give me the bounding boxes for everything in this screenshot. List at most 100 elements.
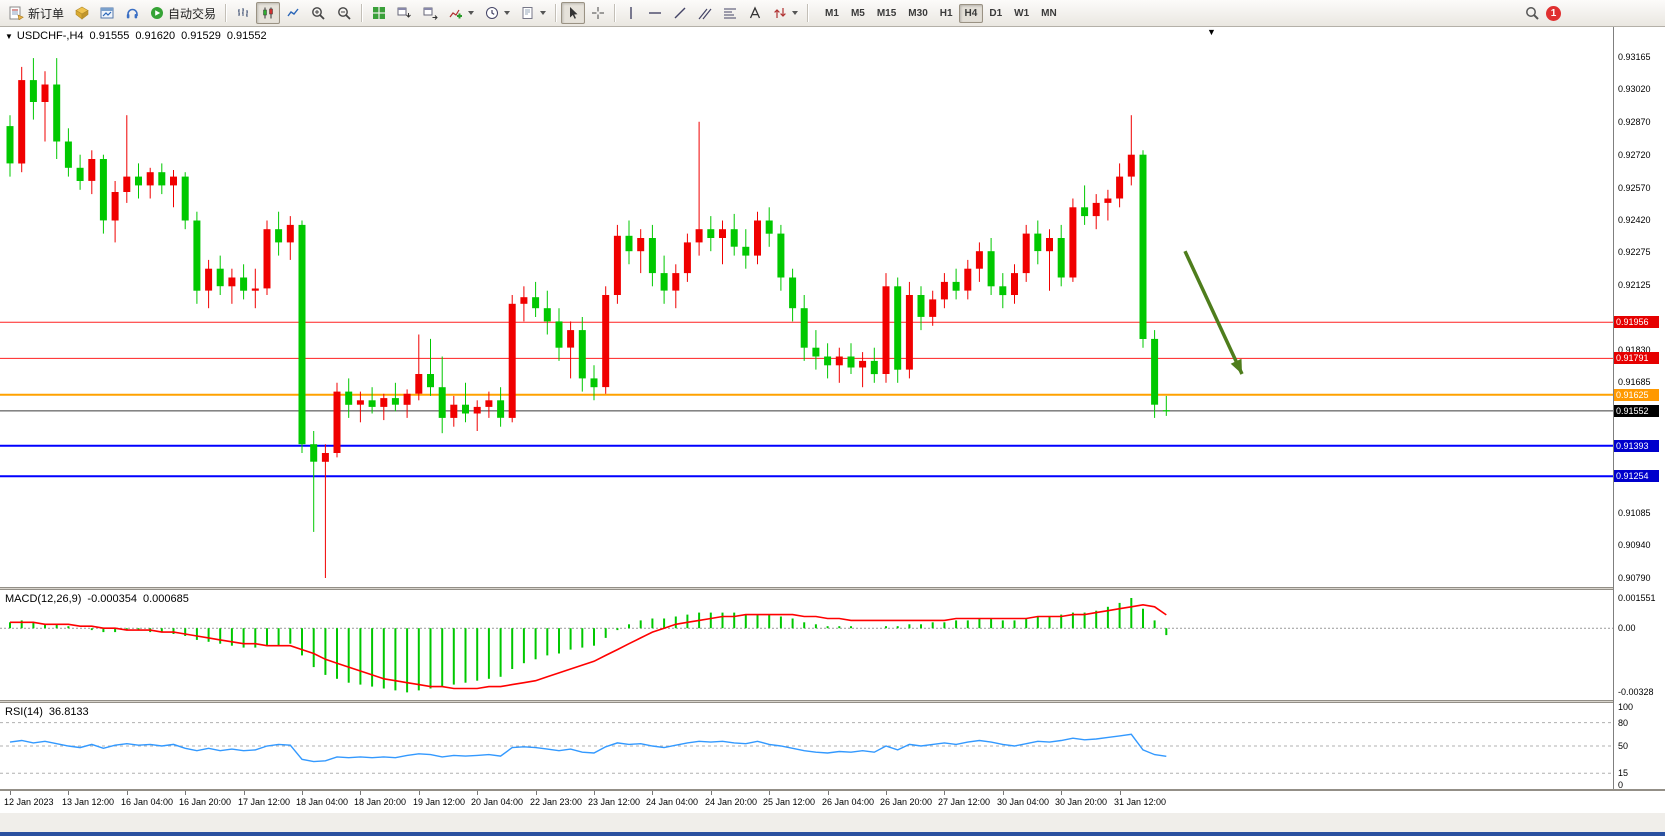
time-axis-label: 22 Jan 23:00 bbox=[530, 797, 583, 807]
time-axis-tick bbox=[10, 791, 11, 795]
auto-trading-button[interactable]: 自动交易 bbox=[145, 2, 221, 24]
timeframe-button-m15[interactable]: M15 bbox=[871, 4, 902, 23]
fibonacci-icon bbox=[724, 8, 737, 19]
trendline-tool-button[interactable] bbox=[668, 2, 692, 24]
macd-name: MACD(12,26,9) bbox=[5, 593, 82, 605]
time-axis[interactable]: 12 Jan 2023 13 Jan 12:00 16 Jan 04:00 16 Ja… bbox=[0, 791, 1665, 813]
candlestick-plot[interactable] bbox=[0, 27, 1613, 587]
arrows-icon bbox=[774, 8, 786, 18]
news-button[interactable] bbox=[120, 2, 144, 24]
main-chart-panel[interactable]: ▼ USDCHF-,H4 0.91555 0.91620 0.91529 0.9… bbox=[0, 27, 1613, 587]
time-axis-tick bbox=[244, 791, 245, 795]
macd-axis-label: 0.00 bbox=[1618, 623, 1636, 634]
channel-tool-button[interactable] bbox=[693, 2, 717, 24]
price-axis-label: 0.91830 bbox=[1618, 344, 1651, 355]
arrows-tool-button[interactable] bbox=[768, 2, 803, 24]
timeframe-button-h1[interactable]: H1 bbox=[934, 4, 959, 23]
tile-windows-button[interactable] bbox=[367, 2, 391, 24]
rsi-label: RSI(14) 36.8133 bbox=[5, 706, 89, 718]
timeframe-button-mn[interactable]: MN bbox=[1035, 4, 1063, 23]
time-axis-label: 13 Jan 12:00 bbox=[62, 797, 115, 807]
rsi-plot[interactable] bbox=[0, 703, 1613, 789]
dropdown-caret-icon bbox=[792, 11, 799, 15]
time-axis-label: 18 Jan 20:00 bbox=[354, 797, 407, 807]
price-axis-label: 0.92125 bbox=[1618, 280, 1651, 291]
rsi-value: 36.8133 bbox=[48, 706, 89, 718]
timeframe-button-h4[interactable]: H4 bbox=[958, 3, 984, 23]
channel-icon bbox=[698, 8, 712, 20]
periods-button[interactable] bbox=[480, 2, 515, 24]
symbol-timeframe-label: USDCHF-,H4 bbox=[16, 30, 84, 42]
macd-plot[interactable] bbox=[0, 590, 1613, 700]
panel-splitter[interactable] bbox=[0, 700, 1665, 703]
toolbar-separator bbox=[555, 4, 558, 22]
search-button[interactable] bbox=[1520, 2, 1545, 24]
time-axis-label: 27 Jan 12:00 bbox=[938, 797, 991, 807]
ohlc-high: 0.91620 bbox=[135, 30, 176, 42]
timeframe-button-m1[interactable]: M1 bbox=[819, 4, 845, 23]
time-axis-tick bbox=[711, 791, 712, 795]
play-circle-icon bbox=[151, 7, 164, 19]
line-chart-type-button[interactable] bbox=[281, 2, 305, 24]
price-tag: 0.91791 bbox=[1614, 352, 1659, 365]
cursor-button[interactable] bbox=[561, 2, 586, 24]
time-axis-label: 24 Jan 20:00 bbox=[705, 797, 758, 807]
horizontal-line-tool-button[interactable] bbox=[643, 2, 667, 24]
macd-signal-value: 0.000685 bbox=[142, 593, 189, 605]
chart-window-icon bbox=[100, 7, 114, 19]
arrange-horizontal-button[interactable] bbox=[418, 2, 443, 24]
price-axis-label: 0.92420 bbox=[1618, 215, 1651, 226]
zoom-out-button[interactable] bbox=[332, 2, 357, 24]
time-axis-label: 26 Jan 20:00 bbox=[880, 797, 933, 807]
time-axis-tick bbox=[127, 791, 128, 795]
timeframe-button-d1[interactable]: D1 bbox=[983, 4, 1008, 23]
time-axis-tick bbox=[536, 791, 537, 795]
notification-badge[interactable]: 1 bbox=[1546, 5, 1561, 21]
fibonacci-tool-button[interactable] bbox=[718, 2, 742, 24]
market-watch-icon bbox=[75, 6, 89, 20]
time-axis-tick bbox=[1120, 791, 1121, 795]
templates-button[interactable] bbox=[516, 2, 551, 24]
zoom-in-icon bbox=[312, 6, 325, 20]
rsi-name: RSI(14) bbox=[5, 706, 43, 718]
time-axis-label: 17 Jan 12:00 bbox=[238, 797, 291, 807]
text-icon bbox=[749, 6, 761, 19]
vertical-line-tool-button[interactable] bbox=[620, 2, 642, 24]
trendline-icon bbox=[674, 7, 686, 19]
timeframe-button-w1[interactable]: W1 bbox=[1008, 4, 1035, 23]
tile-windows-icon bbox=[373, 7, 386, 19]
data-window-button[interactable] bbox=[95, 2, 119, 24]
indicators-button[interactable] bbox=[444, 2, 479, 24]
time-axis-label: 30 Jan 20:00 bbox=[1055, 797, 1108, 807]
arrange-vertical-button[interactable] bbox=[392, 2, 417, 24]
bar-chart-type-button[interactable] bbox=[231, 2, 255, 24]
price-tag: 0.91552 bbox=[1614, 404, 1659, 417]
one-click-toggle-icon[interactable]: ▼ bbox=[5, 31, 13, 41]
new-order-label: 新订单 bbox=[28, 6, 65, 21]
time-axis-label: 19 Jan 12:00 bbox=[413, 797, 466, 807]
timeframe-button-m30[interactable]: M30 bbox=[902, 4, 933, 23]
rsi-axis-label: 0 bbox=[1618, 780, 1624, 790]
macd-panel[interactable]: MACD(12,26,9) -0.000354 0.000685 bbox=[0, 590, 1613, 700]
panel-splitter[interactable] bbox=[0, 587, 1665, 590]
crosshair-button[interactable] bbox=[586, 2, 610, 24]
price-tag: 0.91254 bbox=[1614, 470, 1659, 483]
toolbar-separator bbox=[614, 4, 617, 22]
chart-shift-marker-icon[interactable]: ▼ bbox=[1207, 27, 1216, 37]
new-order-button[interactable]: 新订单 bbox=[4, 2, 69, 24]
price-axis-label: 0.93165 bbox=[1618, 52, 1651, 63]
timeframe-button-m5[interactable]: M5 bbox=[845, 4, 871, 23]
zoom-out-icon bbox=[338, 6, 351, 20]
time-axis-tick bbox=[769, 791, 770, 795]
text-tool-button[interactable] bbox=[743, 2, 767, 24]
market-watch-button[interactable] bbox=[70, 2, 94, 24]
horizontal-line-icon bbox=[649, 12, 662, 14]
rsi-panel[interactable]: RSI(14) 36.8133 bbox=[0, 703, 1613, 789]
line-chart-icon bbox=[287, 8, 299, 17]
zoom-in-button[interactable] bbox=[306, 2, 331, 24]
window-bottom-strip bbox=[0, 813, 1665, 832]
candlestick-type-button[interactable] bbox=[256, 2, 281, 24]
time-axis-tick bbox=[828, 791, 829, 795]
price-axis[interactable]: 0.93165 0.93020 0.92870 0.92720 0.92570 0.924… bbox=[1613, 27, 1665, 790]
template-icon bbox=[522, 7, 533, 19]
